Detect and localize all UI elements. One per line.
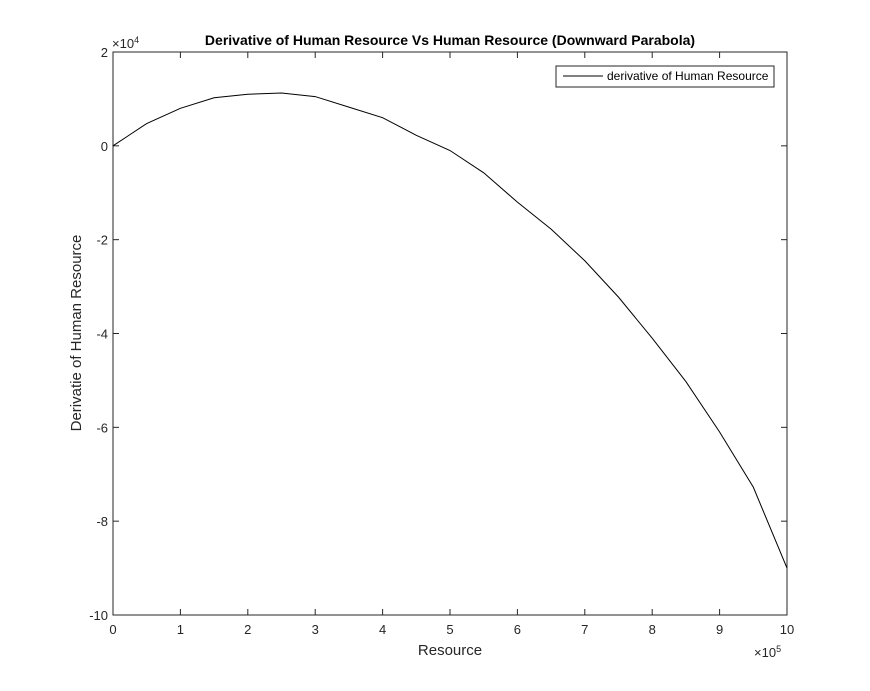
y-tick-label: -4 (96, 327, 108, 342)
x-tick-label: 3 (312, 622, 319, 637)
x-tick-label: 5 (446, 622, 453, 637)
x-tick-label: 1 (177, 622, 184, 637)
y-tick-label: 0 (101, 139, 108, 154)
plot-area (112, 51, 788, 616)
x-tick-label: 9 (716, 622, 723, 637)
y-tick-label: -8 (96, 514, 108, 529)
y-tick-label: 2 (101, 45, 108, 60)
y-exponent-label: ×104 (112, 35, 139, 51)
x-tick-label: 6 (514, 622, 521, 637)
legend-entry-label: derivative of Human Resource (607, 69, 769, 83)
x-tick-label: 2 (244, 622, 251, 637)
x-tick-label: 8 (649, 622, 656, 637)
legend-box (555, 65, 775, 88)
y-tick-label: -10 (89, 608, 108, 623)
y-axis-ticks: -10 -8 -6 -4 -2 0 2 (89, 45, 787, 623)
chart-title: Derivative of Human Resource Vs Human Re… (205, 32, 695, 48)
legend: derivative of Human Resource (555, 65, 775, 88)
x-tick-label: 4 (379, 622, 386, 637)
x-tick-label: 10 (780, 622, 794, 637)
y-tick-label: -6 (96, 420, 108, 435)
series-line-derivative (112, 92, 788, 569)
y-tick-label: -2 (96, 233, 108, 248)
x-tick-label: 7 (581, 622, 588, 637)
x-axis-ticks: 0 1 2 3 4 5 6 7 8 9 10 (109, 52, 794, 637)
x-axis-label: Resource (418, 642, 482, 659)
x-exponent-label: ×105 (754, 644, 781, 660)
x-tick-label: 0 (109, 622, 116, 637)
y-axis-label: Derivatie of Human Resource (68, 235, 85, 432)
